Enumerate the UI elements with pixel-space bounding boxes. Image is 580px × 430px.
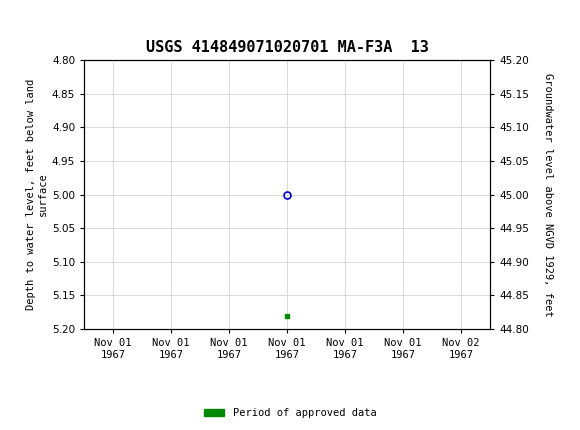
Text: ≡USGS: ≡USGS: [7, 12, 78, 29]
Title: USGS 414849071020701 MA-F3A  13: USGS 414849071020701 MA-F3A 13: [146, 40, 429, 55]
Y-axis label: Groundwater level above NGVD 1929, feet: Groundwater level above NGVD 1929, feet: [543, 73, 553, 316]
Y-axis label: Depth to water level, feet below land
surface: Depth to water level, feet below land su…: [26, 79, 48, 310]
Legend: Period of approved data: Period of approved data: [200, 404, 380, 423]
